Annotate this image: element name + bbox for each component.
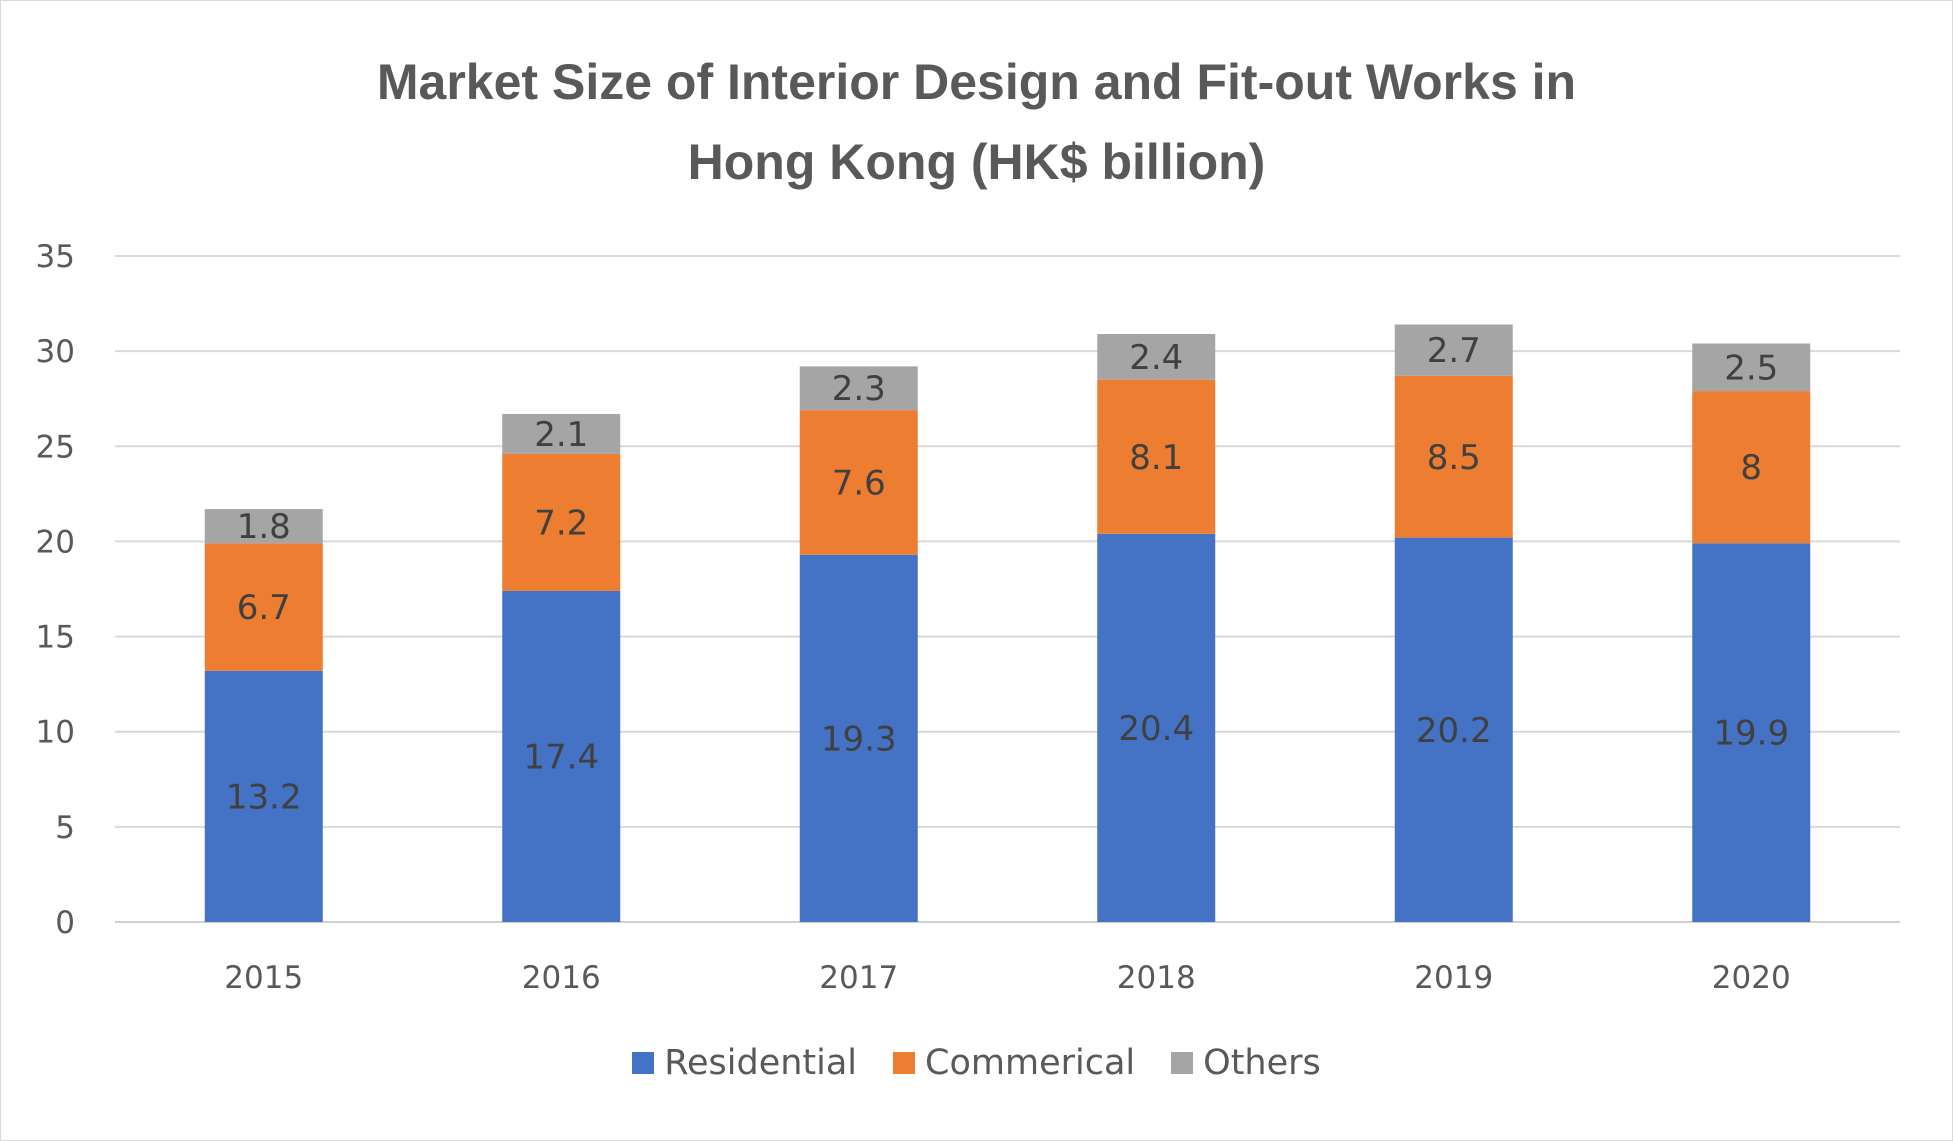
data-label: 19.9 <box>1713 714 1789 754</box>
bar-segment-commerical-2018 <box>1097 379 1216 534</box>
x-tick-label: 2018 <box>1117 960 1196 996</box>
data-label: 8.5 <box>1427 438 1481 478</box>
legend-item-commerical: Commerical <box>893 1043 1135 1083</box>
data-label: 8.1 <box>1129 438 1183 478</box>
data-label: 2.4 <box>1129 338 1183 378</box>
data-label: 6.7 <box>237 588 291 628</box>
bar-segment-commerical-2020 <box>1692 391 1811 544</box>
data-label: 7.6 <box>832 463 886 503</box>
data-label: 2.5 <box>1724 348 1778 388</box>
gridlines <box>115 255 1900 923</box>
y-tick-label: 0 <box>55 905 75 941</box>
data-label: 19.3 <box>821 719 897 759</box>
legend-label: Commerical <box>925 1043 1136 1083</box>
bar-segment-residential-2019 <box>1394 537 1513 922</box>
bar-segment-residential-2017 <box>799 554 918 922</box>
legend-swatch <box>632 1052 655 1074</box>
data-label: 2.7 <box>1427 331 1481 371</box>
bar-segment-others-2020 <box>1692 343 1811 392</box>
y-tick-label: 35 <box>36 239 75 275</box>
y-tick-label: 10 <box>36 715 75 751</box>
bars: 13.2 6.7 1.8 17.4 7.2 2.1 19.3 7.6 2.3 20.4 8.1 2.4… <box>204 324 1811 922</box>
bar-segment-residential-2020 <box>1692 543 1811 922</box>
data-label: 2.3 <box>832 369 886 409</box>
data-label: 17.4 <box>523 737 599 777</box>
x-tick-label: 2017 <box>819 960 898 996</box>
data-label: 8 <box>1740 448 1762 488</box>
x-tick-label: 2020 <box>1712 960 1791 996</box>
bar-segment-others-2018 <box>1097 334 1216 380</box>
bar-segment-commerical-2017 <box>799 410 918 555</box>
x-tick-label: 2015 <box>224 960 303 996</box>
bar-segment-residential-2018 <box>1097 533 1216 922</box>
legend-label: Residential <box>664 1043 858 1083</box>
bar-segment-commerical-2015 <box>204 543 323 671</box>
x-axis-labels: 2015 2016 2017 2018 2019 2020 <box>224 960 1790 996</box>
legend-item-others: Others <box>1171 1043 1321 1083</box>
chart-title: Market Size of Interior Design and Fit-o… <box>0 42 1953 202</box>
bar-segment-others-2017 <box>799 366 918 411</box>
y-tick-label: 30 <box>36 334 75 370</box>
y-tick-label: 20 <box>36 524 75 560</box>
data-label: 7.2 <box>534 503 588 543</box>
legend-swatch <box>893 1052 916 1074</box>
bar-segment-commerical-2019 <box>1394 375 1513 538</box>
bar-segment-residential-2016 <box>502 590 621 922</box>
legend: Residential Commerical Others <box>0 1043 1953 1083</box>
legend-label: Others <box>1203 1043 1321 1083</box>
data-label: 1.8 <box>237 507 291 547</box>
data-label: 20.2 <box>1416 711 1492 751</box>
data-label: 20.4 <box>1118 709 1194 749</box>
bar-segment-commerical-2016 <box>502 453 621 591</box>
y-tick-label: 5 <box>55 810 75 846</box>
x-tick-label: 2019 <box>1414 960 1493 996</box>
bar-segment-others-2015 <box>204 509 323 544</box>
data-label: 13.2 <box>226 777 302 817</box>
y-tick-label: 15 <box>36 620 75 656</box>
y-axis-labels: 0 5 10 15 20 25 30 35 <box>36 239 75 941</box>
bar-segment-residential-2015 <box>204 670 323 922</box>
bar-segment-others-2016 <box>502 413 621 454</box>
bar-segment-others-2019 <box>1394 324 1513 376</box>
legend-swatch <box>1171 1052 1194 1074</box>
data-label: 2.1 <box>534 415 588 455</box>
chart-title-line-1: Market Size of Interior Design and Fit-o… <box>376 54 1577 110</box>
legend-item-residential: Residential <box>632 1043 857 1083</box>
y-tick-label: 25 <box>36 429 75 465</box>
chart-title-line-2: Hong Kong (HK$ billion) <box>687 134 1266 190</box>
x-tick-label: 2016 <box>522 960 601 996</box>
